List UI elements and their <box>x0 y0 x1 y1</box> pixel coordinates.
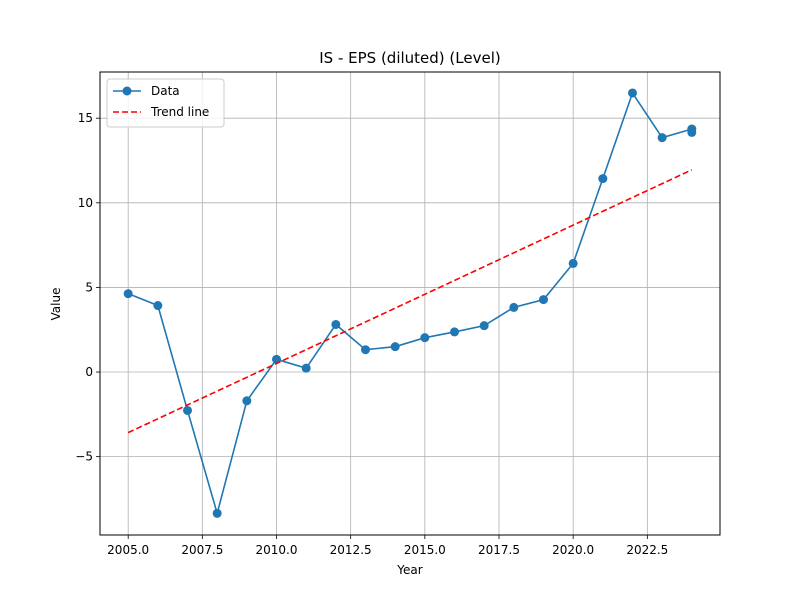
data-point <box>568 258 578 268</box>
grid <box>100 72 720 535</box>
data-point <box>390 342 400 352</box>
data-point <box>509 302 519 312</box>
data-point <box>183 405 193 415</box>
x-tick-label: 2012.5 <box>330 543 372 557</box>
y-axis: −5 0 5 10 15 <box>75 111 100 464</box>
y-tick-label: 0 <box>85 365 93 379</box>
x-tick-label: 2010.0 <box>256 543 298 557</box>
x-tick-label: 2007.5 <box>181 543 223 557</box>
data-point <box>331 319 341 329</box>
series-layer <box>123 88 697 518</box>
plot-frame <box>99 71 721 536</box>
legend: Data Trend line <box>106 78 225 128</box>
x-tick-label: 2015.0 <box>404 543 446 557</box>
data-point <box>449 327 459 337</box>
data-point <box>361 345 371 355</box>
y-tick-label: −5 <box>75 450 93 464</box>
data-point <box>598 174 608 184</box>
legend-label: Trend line <box>150 105 209 119</box>
legend-swatch-marker <box>122 86 132 96</box>
y-tick-label: 5 <box>85 280 93 294</box>
series-line-2 <box>127 169 693 434</box>
data-point <box>538 295 548 305</box>
x-axis: 2005.0 2007.5 2010.0 2012.5 2015.0 2017.5 2020… <box>107 535 668 557</box>
x-tick-label: 2020.0 <box>552 543 594 557</box>
legend-label: Data <box>151 84 180 98</box>
x-axis-label: Year <box>396 563 422 577</box>
y-tick-label: 15 <box>78 111 93 125</box>
data-point <box>627 88 637 98</box>
x-tick-label: 2022.5 <box>626 543 668 557</box>
data-point <box>153 301 163 311</box>
y-tick-label: 10 <box>78 196 93 210</box>
x-tick-label: 2017.5 <box>478 543 520 557</box>
data-point <box>123 289 133 299</box>
data-point <box>242 396 252 406</box>
y-axis-label: Value <box>49 288 63 321</box>
data-point <box>212 508 222 518</box>
x-tick-label: 2005.0 <box>107 543 149 557</box>
data-point <box>657 133 667 143</box>
data-point <box>301 363 311 373</box>
data-point <box>420 333 430 343</box>
data-point <box>687 127 697 137</box>
data-point <box>479 321 489 331</box>
chart-title: IS - EPS (diluted) (Level) <box>319 49 500 67</box>
